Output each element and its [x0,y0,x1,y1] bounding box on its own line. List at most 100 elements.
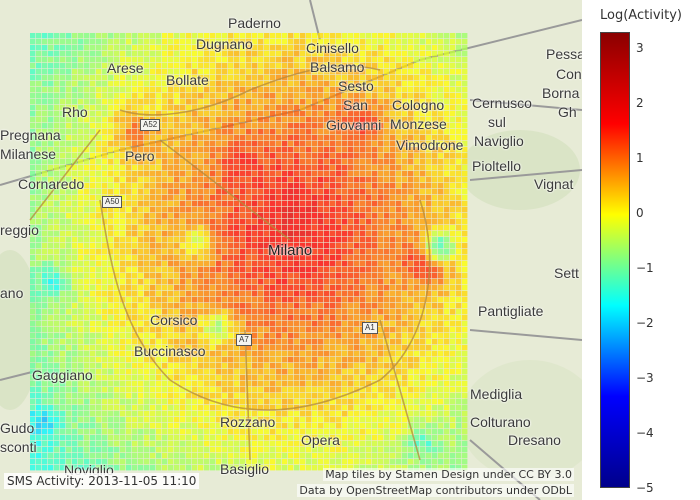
heatmap-cell[interactable] [132,231,138,237]
heatmap-cell[interactable] [102,117,108,123]
heatmap-cell[interactable] [378,267,384,273]
heatmap-cell[interactable] [72,393,78,399]
heatmap-cell[interactable] [342,429,348,435]
heatmap-cell[interactable] [102,141,108,147]
heatmap-cell[interactable] [306,231,312,237]
heatmap-cell[interactable] [426,123,432,129]
heatmap-cell[interactable] [456,135,462,141]
heatmap-cell[interactable] [204,33,210,39]
heatmap-cell[interactable] [162,417,168,423]
heatmap-cell[interactable] [276,351,282,357]
heatmap-cell[interactable] [222,417,228,423]
heatmap-cell[interactable] [252,81,258,87]
heatmap-cell[interactable] [270,237,276,243]
heatmap-cell[interactable] [234,45,240,51]
heatmap-cell[interactable] [354,99,360,105]
heatmap-cell[interactable] [228,393,234,399]
heatmap-cell[interactable] [366,159,372,165]
heatmap-cell[interactable] [258,249,264,255]
heatmap-cell[interactable] [198,135,204,141]
heatmap-cell[interactable] [228,63,234,69]
heatmap-cell[interactable] [132,189,138,195]
heatmap-cell[interactable] [360,33,366,39]
heatmap-cell[interactable] [318,39,324,45]
heatmap-cell[interactable] [444,63,450,69]
heatmap-cell[interactable] [48,309,54,315]
heatmap-cell[interactable] [144,297,150,303]
heatmap-cell[interactable] [252,87,258,93]
heatmap-cell[interactable] [102,357,108,363]
heatmap-cell[interactable] [324,105,330,111]
heatmap-cell[interactable] [108,87,114,93]
heatmap-cell[interactable] [120,267,126,273]
heatmap-cell[interactable] [336,285,342,291]
heatmap-cell[interactable] [42,135,48,141]
heatmap-cell[interactable] [102,285,108,291]
heatmap-cell[interactable] [432,381,438,387]
heatmap-cell[interactable] [240,261,246,267]
heatmap-cell[interactable] [270,177,276,183]
heatmap-cell[interactable] [306,123,312,129]
heatmap-cell[interactable] [36,327,42,333]
heatmap-cell[interactable] [438,417,444,423]
heatmap-cell[interactable] [204,231,210,237]
heatmap-cell[interactable] [306,99,312,105]
heatmap-cell[interactable] [42,423,48,429]
heatmap-cell[interactable] [186,369,192,375]
heatmap-cell[interactable] [450,393,456,399]
heatmap-cell[interactable] [354,45,360,51]
heatmap-cell[interactable] [126,195,132,201]
heatmap-cell[interactable] [198,369,204,375]
heatmap-cell[interactable] [324,75,330,81]
heatmap-cell[interactable] [276,99,282,105]
heatmap-cell[interactable] [78,285,84,291]
heatmap-cell[interactable] [282,141,288,147]
heatmap-cell[interactable] [384,249,390,255]
heatmap-cell[interactable] [114,399,120,405]
heatmap-cell[interactable] [414,123,420,129]
heatmap-cell[interactable] [216,309,222,315]
heatmap-cell[interactable] [216,93,222,99]
heatmap-cell[interactable] [384,285,390,291]
heatmap-cell[interactable] [138,423,144,429]
heatmap-cell[interactable] [312,69,318,75]
heatmap-cell[interactable] [252,213,258,219]
heatmap-cell[interactable] [60,87,66,93]
heatmap-cell[interactable] [348,297,354,303]
heatmap-cell[interactable] [354,135,360,141]
heatmap-cell[interactable] [330,243,336,249]
heatmap-cell[interactable] [144,345,150,351]
heatmap-cell[interactable] [432,81,438,87]
heatmap-cell[interactable] [234,273,240,279]
heatmap-cell[interactable] [186,441,192,447]
heatmap-cell[interactable] [192,393,198,399]
heatmap-cell[interactable] [126,57,132,63]
heatmap-cell[interactable] [96,201,102,207]
heatmap-cell[interactable] [432,285,438,291]
heatmap-cell[interactable] [456,303,462,309]
heatmap-cell[interactable] [240,285,246,291]
heatmap-cell[interactable] [84,111,90,117]
heatmap-cell[interactable] [120,165,126,171]
heatmap-cell[interactable] [408,321,414,327]
heatmap-cell[interactable] [144,183,150,189]
heatmap-cell[interactable] [66,237,72,243]
heatmap-cell[interactable] [36,147,42,153]
heatmap-cell[interactable] [192,153,198,159]
heatmap-cell[interactable] [138,165,144,171]
heatmap-cell[interactable] [222,39,228,45]
heatmap-cell[interactable] [438,171,444,177]
heatmap-cell[interactable] [90,57,96,63]
heatmap-cell[interactable] [438,33,444,39]
heatmap-cell[interactable] [210,171,216,177]
heatmap-cell[interactable] [366,297,372,303]
heatmap-cell[interactable] [246,105,252,111]
heatmap-cell[interactable] [288,75,294,81]
heatmap-cell[interactable] [66,159,72,165]
heatmap-cell[interactable] [444,93,450,99]
heatmap-cell[interactable] [132,183,138,189]
heatmap-cell[interactable] [270,279,276,285]
heatmap-cell[interactable] [372,159,378,165]
heatmap-cell[interactable] [252,417,258,423]
heatmap-cell[interactable] [420,279,426,285]
